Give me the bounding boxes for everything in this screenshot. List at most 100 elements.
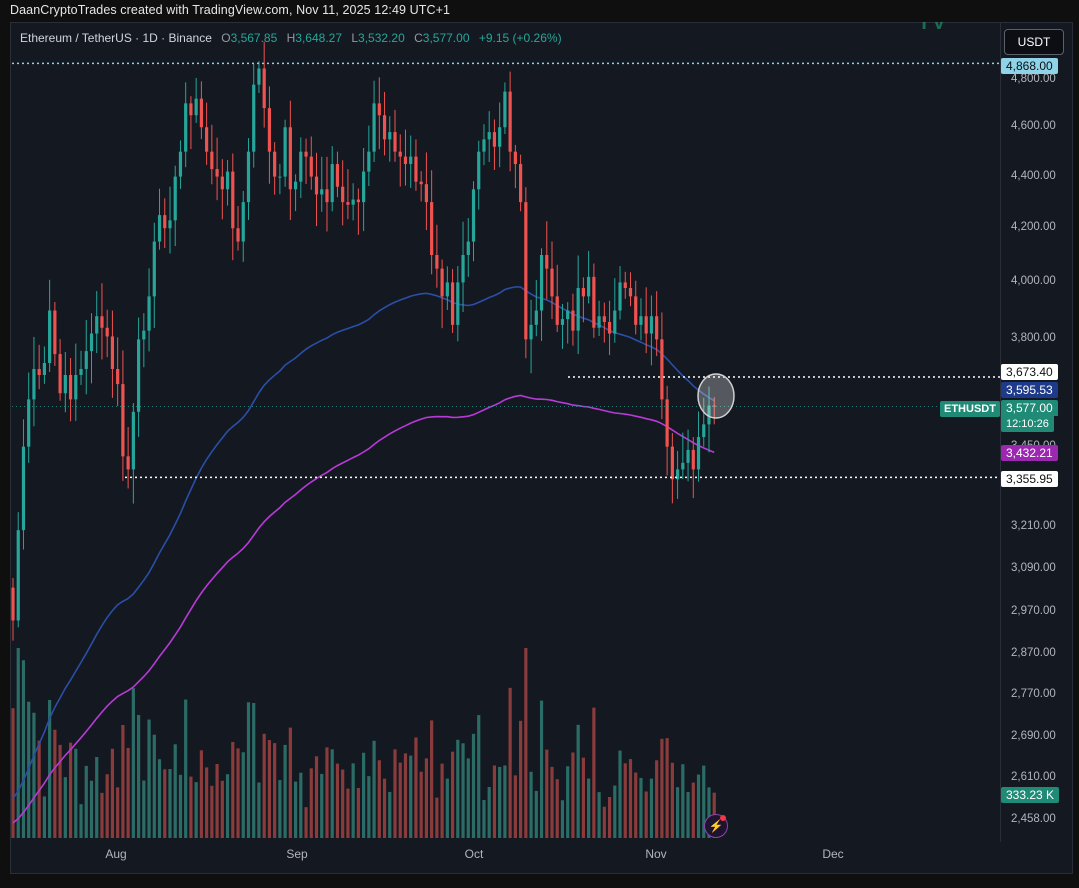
volume-bar [257,782,261,838]
volume-bar [571,752,575,838]
candle-body [147,296,151,331]
candle-body [686,449,690,463]
chart-credit: DaanCryptoTrades created with TradingVie… [10,3,451,17]
candle-body [267,108,272,152]
price-tick-label: 2,458.00 [1011,813,1056,825]
volume-bar [95,757,99,838]
volume-bar [602,806,606,838]
candle-body [131,411,135,470]
volume-bar [419,771,423,838]
volume-bar [184,699,188,838]
candle-body [555,296,559,325]
candle-body [707,405,711,425]
candle-body [32,368,36,400]
volume-bar [74,748,78,838]
volume-bar [655,760,659,838]
candle-body [644,316,648,334]
volume-bar [346,788,350,838]
candle-body [116,368,120,385]
candle-body [74,374,78,400]
volume-bar [362,752,366,838]
candle-body [655,316,659,340]
volume-bar [367,776,371,838]
last-price-label: 3,577.00 [1001,400,1058,416]
candle-body [675,469,680,480]
volume-bar [513,775,517,838]
volume-bar [84,765,88,838]
legend-close-label: C [414,31,423,45]
legend-high-label: H [286,31,296,45]
price-tick-label: 4,000.00 [1011,275,1056,288]
volume-bar [304,807,308,838]
volume-bar [241,752,245,838]
candle-body [398,151,402,157]
candle-body [16,530,20,621]
currency-button[interactable]: USDT [1004,29,1064,55]
volume-bar [519,720,523,838]
volume-bar [194,782,198,838]
volume-bar [48,699,52,838]
candle-body [293,181,298,190]
candle-body [602,316,606,322]
candle-body [215,169,219,177]
volume-bar [11,708,15,838]
candle-body [450,282,455,325]
blue-ma-price-label: 3,595.53 [1001,382,1058,398]
volume-bar [163,769,167,838]
ma-purple-line [12,394,715,824]
candle-body [299,151,303,182]
candle-body [419,181,423,185]
candle-body [278,176,282,178]
candle-body [414,156,418,182]
volume-bar [398,762,402,838]
candle-body [157,215,162,242]
volume-bar [477,715,481,838]
volume-bar [356,787,360,838]
lightning-icon[interactable]: ⚡ [704,814,728,838]
candle-body [618,282,622,311]
legend-low-label: L [351,31,359,45]
candle-body [58,354,62,394]
volume-bar [681,764,685,838]
candle-body [696,437,701,470]
price-tick-label: 4,800.00 [1011,73,1056,85]
volume-bar [492,765,497,838]
candle-body [309,156,313,177]
price-tick-label: 2,610.00 [1011,771,1056,784]
candle-body [607,321,612,334]
volume-bar [16,648,20,838]
candle-body [273,151,277,177]
volume-bar [168,769,172,838]
volume-bar [613,785,617,838]
candle-body [576,287,580,331]
volume-bar [131,688,135,838]
candle-body [241,202,245,242]
volume-bar [524,648,528,838]
price-tick-label: 4,200.00 [1011,221,1056,234]
volume-bar [445,778,449,838]
candle-body [262,68,266,109]
volume-bar [539,700,544,838]
volume-bar [534,790,538,838]
candle-body [27,399,31,447]
price-tick-label: 2,690.00 [1011,729,1056,742]
candle-body [362,171,366,203]
candle-body [163,215,167,229]
bar-countdown: 12:10:26 [1001,416,1054,432]
volume-bar [110,748,115,838]
candle-body [325,189,329,203]
candle-body [48,310,52,363]
candle-body [184,103,188,152]
highlight-ellipse [697,373,735,419]
candle-body [330,164,334,203]
volume-bar [576,724,580,838]
volume-bar [68,742,73,838]
candle-body [126,456,130,470]
volume-bar [330,749,334,838]
volume-bar [278,780,282,838]
volume-bar [273,743,277,838]
symbol-legend[interactable]: Ethereum / TetherUS · 1D · Binance O3,56… [20,31,562,45]
price-tick-label: 4,600.00 [1011,120,1056,133]
volume-bar [581,757,585,838]
